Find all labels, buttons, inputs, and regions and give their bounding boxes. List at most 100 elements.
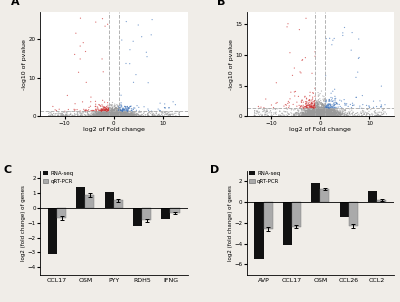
Point [330, 111, 337, 116]
Point [305, 113, 311, 118]
Point [131, 112, 138, 117]
Point [321, 106, 328, 111]
Point [266, 111, 272, 115]
Point [116, 114, 122, 118]
Point [110, 108, 117, 112]
Point [110, 111, 117, 116]
Point [112, 113, 118, 118]
Point [110, 114, 116, 118]
Point [316, 109, 323, 114]
Point [310, 106, 317, 111]
Point [303, 16, 309, 21]
Point [322, 112, 329, 117]
Point [329, 114, 335, 118]
Point [309, 114, 315, 119]
Point [111, 114, 117, 119]
Point [115, 111, 121, 116]
Point [306, 108, 312, 112]
Point [114, 114, 120, 118]
Point [328, 111, 334, 116]
Point [57, 114, 63, 119]
Point [323, 106, 330, 111]
Point [320, 114, 326, 118]
Point [52, 111, 59, 116]
Point [310, 108, 316, 112]
Point [96, 113, 102, 117]
Point [318, 113, 324, 118]
Point [113, 112, 120, 117]
Point [110, 106, 116, 111]
Point [105, 113, 112, 118]
Point [328, 106, 334, 111]
Point [308, 114, 315, 118]
Point [327, 109, 334, 114]
Point [106, 111, 112, 116]
Point [75, 113, 81, 117]
Point [121, 113, 127, 117]
Point [327, 114, 333, 118]
Point [114, 114, 120, 119]
Point [121, 113, 127, 118]
Point [123, 113, 129, 118]
Point [317, 111, 323, 116]
Point [107, 113, 114, 117]
Point [356, 55, 362, 60]
Point [303, 106, 309, 111]
Point [310, 108, 316, 113]
Point [328, 113, 334, 117]
Point [109, 113, 116, 118]
Point [118, 110, 125, 114]
Point [116, 113, 122, 118]
Point [82, 108, 88, 113]
Point [341, 113, 347, 118]
Point [327, 103, 334, 108]
Point [324, 112, 330, 117]
Point [132, 106, 138, 111]
Point [337, 112, 343, 117]
Point [113, 111, 120, 116]
Point [315, 114, 322, 118]
Point [296, 113, 302, 118]
Point [85, 108, 91, 113]
Point [144, 111, 151, 116]
Point [109, 105, 116, 110]
Point [304, 112, 310, 117]
Point [327, 110, 333, 114]
Point [108, 114, 115, 118]
Point [102, 112, 108, 117]
Point [337, 110, 343, 115]
Point [329, 114, 335, 118]
Point [115, 112, 122, 117]
Point [116, 113, 122, 118]
Point [304, 108, 310, 113]
Point [110, 113, 116, 118]
Point [128, 114, 134, 118]
Y-axis label: log2 (fold change) of genes: log2 (fold change) of genes [228, 185, 233, 261]
Point [109, 113, 116, 118]
Point [320, 108, 327, 113]
Point [97, 111, 104, 116]
Point [308, 112, 315, 117]
Point [133, 72, 139, 77]
Point [130, 112, 136, 117]
Point [104, 112, 110, 117]
Point [325, 113, 332, 118]
Point [312, 104, 319, 109]
Point [319, 113, 325, 118]
Point [121, 114, 128, 119]
Point [117, 114, 123, 118]
Point [104, 113, 110, 118]
Point [50, 111, 57, 116]
Point [334, 108, 340, 113]
Point [283, 106, 290, 111]
Point [325, 106, 332, 111]
Point [304, 112, 310, 117]
Point [114, 110, 121, 115]
Point [308, 113, 315, 118]
Point [326, 113, 332, 117]
Point [361, 110, 367, 114]
Point [52, 108, 58, 112]
Point [104, 112, 111, 117]
Point [323, 111, 329, 115]
Point [366, 103, 372, 108]
